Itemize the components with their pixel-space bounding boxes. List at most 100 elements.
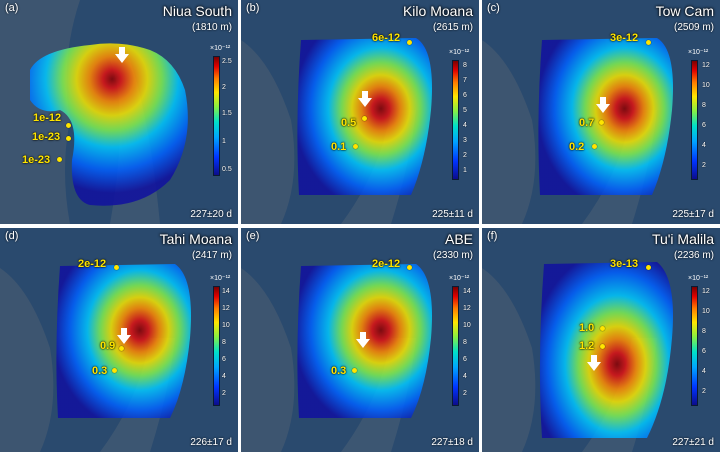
point-label: 6e-12 <box>372 32 401 44</box>
colorbar <box>691 60 698 180</box>
colorbar <box>452 60 459 180</box>
point-marker <box>407 265 412 270</box>
site-name: Tahi Moana <box>159 231 232 247</box>
point-label: 1e-23 <box>22 154 51 166</box>
colorbar-tick: 6 <box>463 356 467 363</box>
colorbar-tick: 8 <box>702 102 706 109</box>
colorbar-tick: 12 <box>222 305 230 312</box>
site-depth: (1810 m) <box>191 22 232 33</box>
colorbar-tick: 1 <box>463 167 467 174</box>
point-marker <box>66 123 71 128</box>
point-marker <box>407 40 412 45</box>
duration-label: 225±11 d <box>432 209 473 220</box>
seafloor-map-f <box>482 228 720 452</box>
point-marker <box>592 144 597 149</box>
colorbar-tick: 2.5 <box>222 58 232 65</box>
panel-a: (a) Niua South (1810 m) 227±20 d ×10⁻¹² … <box>0 0 238 224</box>
colorbar <box>213 56 220 176</box>
panel-letter: (b) <box>246 2 260 14</box>
colorbar-tick: 12 <box>702 288 710 295</box>
colorbar-tick: 12 <box>702 62 710 69</box>
duration-label: 226±17 d <box>190 437 232 448</box>
colorbar-tick: 10 <box>702 308 710 315</box>
colorbar-tick: 6 <box>702 122 706 129</box>
colorbar-tick: 2 <box>702 388 706 395</box>
site-name: Niua South <box>162 3 232 19</box>
seafloor-map-b <box>241 0 479 224</box>
seafloor-map-a <box>0 0 238 224</box>
colorbar-tick: 2 <box>702 162 706 169</box>
point-label: 3e-12 <box>610 32 639 44</box>
colorbar-tick: 6 <box>222 356 226 363</box>
arrow-icon <box>117 328 131 344</box>
arrow-icon <box>115 47 129 63</box>
colorbar <box>452 286 459 406</box>
panel-b: (b) Kilo Moana (2615 m) 225±11 d ×10⁻¹² … <box>241 0 479 224</box>
colorbar-tick: 3 <box>463 137 467 144</box>
seafloor-map-e <box>241 228 479 452</box>
colorbar-tick: 14 <box>463 288 471 295</box>
arrow-icon <box>356 332 370 348</box>
colorbar-tick: 12 <box>463 305 471 312</box>
point-marker <box>66 136 71 141</box>
site-name: Kilo Moana <box>402 3 473 19</box>
point-label: 0.1 <box>331 141 347 153</box>
duration-label: 227±20 d <box>190 209 232 220</box>
arrow-icon <box>358 91 372 107</box>
point-label: 0.2 <box>569 141 585 153</box>
point-label: 0.3 <box>92 365 108 377</box>
colorbar-tick: 4 <box>702 368 706 375</box>
colorbar-tick: 2 <box>463 390 467 397</box>
point-marker <box>599 120 604 125</box>
colorbar-exponent: ×10⁻¹² <box>688 49 709 56</box>
site-depth: (2509 m) <box>673 22 714 33</box>
colorbar-tick: 10 <box>463 322 471 329</box>
colorbar-tick: 1 <box>222 138 226 145</box>
panel-c: (c) Tow Cam (2509 m) 225±17 d ×10⁻¹² 12 … <box>482 0 720 224</box>
point-marker <box>600 326 605 331</box>
colorbar-tick: 8 <box>463 62 467 69</box>
panel-f: (f) Tu'i Malila (2236 m) 227±21 d ×10⁻¹²… <box>482 228 720 452</box>
colorbar-tick: 7 <box>463 77 467 84</box>
colorbar-tick: 0.5 <box>222 166 232 173</box>
arrow-icon <box>596 97 610 113</box>
site-depth: (2615 m) <box>432 22 473 33</box>
site-depth: (2330 m) <box>432 250 473 261</box>
colorbar-exponent: ×10⁻¹² <box>449 49 470 56</box>
point-label: 1.2 <box>579 340 595 352</box>
point-marker <box>600 344 605 349</box>
panel-letter: (c) <box>487 2 500 14</box>
seafloor-map-c <box>482 0 720 224</box>
point-label: 1e-23 <box>32 131 61 143</box>
colorbar-tick: 2 <box>222 84 226 91</box>
point-label: 0.3 <box>331 365 347 377</box>
point-marker <box>646 40 651 45</box>
panel-letter: (e) <box>246 230 260 242</box>
colorbar-tick: 2 <box>222 390 226 397</box>
colorbar-tick: 10 <box>222 322 230 329</box>
site-name: ABE <box>444 231 473 247</box>
colorbar-tick: 4 <box>463 122 467 129</box>
panel-letter: (a) <box>5 2 19 14</box>
point-marker <box>114 265 119 270</box>
colorbar-exponent: ×10⁻¹² <box>688 275 709 282</box>
colorbar <box>691 286 698 406</box>
colorbar-tick: 8 <box>702 328 706 335</box>
point-marker <box>362 116 367 121</box>
colorbar-tick: 2 <box>463 152 467 159</box>
panel-d: (d) Tahi Moana (2417 m) 226±17 d ×10⁻¹² … <box>0 228 238 452</box>
point-label: 0.7 <box>579 117 595 129</box>
point-label: 2e-12 <box>78 258 107 270</box>
point-marker <box>112 368 117 373</box>
point-marker <box>352 368 357 373</box>
colorbar-exponent: ×10⁻¹² <box>210 45 231 52</box>
colorbar <box>213 286 220 406</box>
site-depth: (2417 m) <box>191 250 232 261</box>
arrow-icon <box>587 355 601 371</box>
duration-label: 227±21 d <box>672 437 714 448</box>
colorbar-exponent: ×10⁻¹² <box>210 275 231 282</box>
colorbar-tick: 8 <box>222 339 226 346</box>
point-label: 1.0 <box>579 322 595 334</box>
panel-letter: (f) <box>487 230 498 242</box>
